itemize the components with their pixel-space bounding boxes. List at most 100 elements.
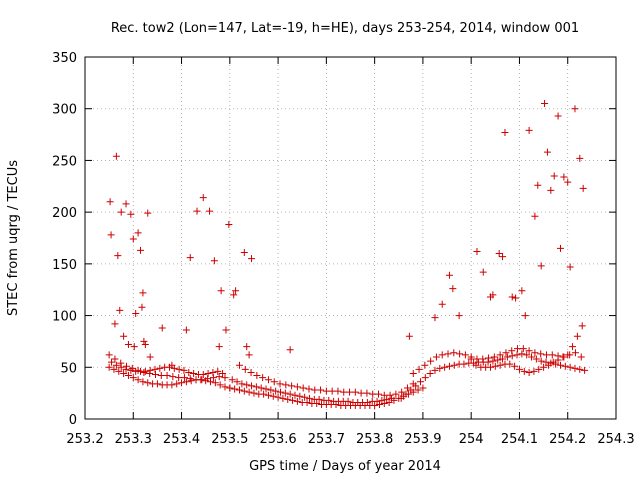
data-point — [414, 386, 422, 394]
data-point — [111, 320, 119, 328]
data-point — [168, 381, 176, 389]
data-point — [140, 368, 148, 376]
data-point — [540, 363, 548, 371]
data-point — [190, 369, 198, 377]
data-point — [351, 388, 359, 396]
data-point — [277, 388, 285, 396]
data-point — [363, 398, 371, 406]
data-point — [112, 152, 120, 160]
data-point — [141, 341, 149, 349]
data-point — [479, 268, 487, 276]
data-point — [397, 394, 405, 402]
data-point — [519, 345, 527, 353]
data-point — [299, 384, 307, 392]
data-point — [221, 383, 229, 391]
data-point — [566, 363, 574, 371]
data-point — [198, 376, 206, 384]
data-point — [240, 387, 248, 395]
data-point — [325, 396, 333, 404]
data-point — [233, 378, 241, 386]
data-point — [153, 380, 161, 388]
data-point — [193, 207, 201, 215]
data-point — [344, 397, 352, 405]
data-point — [549, 358, 557, 366]
y-tick-label: 0 — [69, 413, 77, 428]
data-point — [230, 291, 238, 299]
data-point — [388, 394, 396, 402]
data-point — [412, 382, 420, 390]
data-point — [219, 369, 227, 377]
data-point — [210, 257, 218, 265]
data-point — [215, 343, 223, 351]
data-point — [495, 250, 503, 258]
data-point — [499, 355, 507, 363]
data-points — [105, 100, 589, 410]
data-point — [146, 353, 154, 361]
data-point — [305, 394, 313, 402]
data-point — [182, 378, 190, 386]
data-point — [566, 263, 574, 271]
data-point — [501, 129, 509, 137]
data-point — [554, 356, 562, 364]
data-point — [216, 381, 224, 389]
data-point — [541, 100, 549, 108]
data-point — [494, 356, 502, 364]
data-point — [508, 293, 516, 301]
data-point — [571, 349, 579, 357]
data-point — [577, 353, 585, 361]
data-point — [260, 390, 268, 398]
grid-lines — [85, 57, 616, 419]
data-point — [518, 287, 526, 295]
data-point — [139, 289, 147, 297]
data-point — [561, 362, 569, 370]
data-point — [547, 186, 555, 194]
data-point — [499, 253, 507, 261]
data-point — [445, 362, 453, 370]
data-point — [245, 388, 253, 396]
data-point — [228, 376, 236, 384]
data-point — [432, 353, 440, 361]
data-point — [140, 337, 148, 345]
data-point — [534, 181, 542, 189]
data-point — [530, 367, 538, 375]
data-point — [554, 112, 562, 120]
series-sat-G — [397, 350, 589, 402]
data-point — [286, 346, 294, 354]
data-point — [511, 362, 519, 370]
data-point — [544, 361, 552, 369]
data-point — [560, 173, 568, 181]
data-point — [199, 194, 207, 202]
data-point — [571, 364, 579, 372]
data-point — [217, 287, 225, 295]
data-point — [581, 366, 589, 374]
data-point — [293, 397, 301, 405]
data-point — [317, 386, 325, 394]
chart-title: Rec. tow2 (Lon=147, Lat=-19, h=HE), days… — [111, 21, 579, 36]
x-tick-label: 254.2 — [549, 432, 586, 447]
data-point — [115, 367, 123, 375]
data-point — [253, 372, 261, 380]
y-axis-title: STEC from uqrg / TECUs — [6, 160, 21, 316]
data-point — [207, 378, 215, 386]
data-point — [262, 385, 270, 393]
data-point — [264, 391, 272, 399]
data-point — [473, 247, 481, 255]
data-point — [576, 154, 584, 162]
data-point — [248, 382, 256, 390]
data-point — [421, 361, 429, 369]
data-point — [122, 200, 130, 208]
data-point — [537, 357, 545, 365]
data-point — [175, 365, 183, 373]
x-tick-label: 253.2 — [66, 432, 103, 447]
data-point — [445, 271, 453, 279]
data-point — [241, 365, 249, 373]
data-point — [180, 374, 188, 382]
data-point — [124, 372, 132, 380]
data-point — [248, 255, 256, 263]
data-point — [231, 385, 239, 393]
data-point — [491, 362, 499, 370]
data-point — [556, 361, 564, 369]
x-axis-title: GPS time / Days of year 2014 — [249, 459, 441, 474]
data-point — [520, 367, 528, 375]
data-point — [503, 353, 511, 361]
